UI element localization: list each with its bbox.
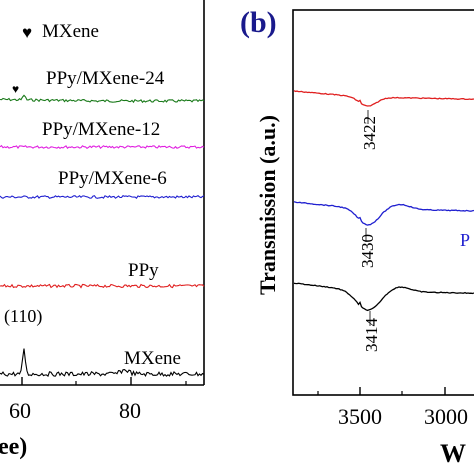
xrd-series-label: PPy/MXene-24 bbox=[46, 68, 165, 89]
panel-b-frame bbox=[292, 9, 474, 396]
xrd-series-line bbox=[0, 94, 205, 104]
peak-annotation-110: (110) bbox=[4, 306, 42, 327]
legend-heart-marker: ♥ bbox=[22, 23, 32, 42]
legend-label: MXene bbox=[42, 21, 99, 42]
mxene-peak-heart-marker: ♥ bbox=[12, 82, 19, 96]
panel-a-tick-label-80: 80 bbox=[119, 398, 141, 423]
ftir-peak-label: 3430 bbox=[358, 234, 377, 268]
panel-b: (b) 3500 3000 W Transmission (a.u.) 3422… bbox=[240, 6, 474, 468]
xrd-series-label: PPy/MXene-6 bbox=[58, 168, 167, 189]
xrd-series-line bbox=[0, 348, 205, 378]
panel-a-x-axis-label: ee) bbox=[0, 434, 27, 460]
panel-b-x-axis-label: W bbox=[440, 439, 466, 468]
xrd-series-label: PPy bbox=[128, 260, 159, 281]
panel-b-y-axis-label: Transmission (a.u.) bbox=[255, 115, 280, 295]
xrd-series-line bbox=[0, 194, 205, 199]
panel-a: 60 80 ee) ♥ MXene PPy/MXene-24 PPy/MXene… bbox=[0, 0, 205, 460]
ftir-series-label: P bbox=[460, 230, 470, 250]
ftir-peak-label: 3414 bbox=[362, 318, 381, 353]
panel-b-tick-label-3500: 3500 bbox=[338, 404, 382, 429]
xrd-series-line bbox=[0, 283, 205, 289]
ftir-series-line bbox=[293, 201, 474, 226]
xrd-series-line bbox=[0, 144, 205, 150]
panel-a-tick-label-60: 60 bbox=[9, 398, 31, 423]
ftir-series-line bbox=[293, 282, 474, 312]
xrd-series-label: PPy/MXene-12 bbox=[42, 119, 160, 140]
xrd-series-label: MXene bbox=[124, 348, 181, 369]
ftir-series-line bbox=[293, 90, 474, 107]
panel-b-label: (b) bbox=[240, 6, 277, 39]
panel-b-tick-label-3000: 3000 bbox=[424, 404, 468, 429]
ftir-peak-label: 3422 bbox=[360, 116, 379, 150]
